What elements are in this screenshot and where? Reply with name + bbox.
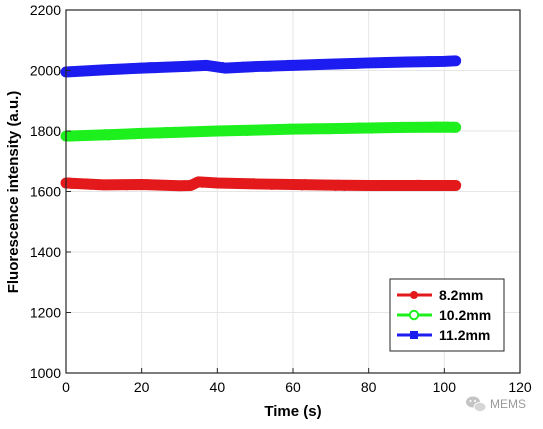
legend-label: 10.2mm (439, 307, 491, 323)
data-point (111, 64, 118, 71)
series-8-2mm (60, 176, 462, 192)
y-tick-label: 2200 (30, 2, 61, 18)
legend-marker (410, 291, 418, 299)
x-axis-title: Time (s) (264, 403, 321, 420)
series-marker-trace (62, 177, 458, 192)
data-point (383, 57, 391, 64)
data-point (425, 56, 433, 64)
series-10-2mm (60, 121, 462, 142)
legend-marker (408, 309, 420, 321)
x-tick-label: 60 (285, 379, 301, 395)
x-tick-label: 20 (134, 379, 150, 395)
y-tick-label: 1000 (30, 365, 61, 381)
legend-item: 11.2mm (397, 327, 490, 343)
legend-item: 10.2mm (397, 307, 491, 323)
x-tick-label: 120 (508, 379, 532, 395)
data-point (195, 64, 203, 72)
data-point (422, 59, 430, 67)
legend-item: 8.2mm (397, 287, 483, 303)
data-point (449, 180, 458, 189)
watermark: MEMS (466, 396, 526, 412)
legend-marker (410, 331, 418, 339)
x-tick-label: 0 (62, 379, 70, 395)
legend-label: 8.2mm (439, 287, 483, 303)
y-tick-label: 1600 (30, 184, 61, 200)
y-axis-title: Fluorescence intensity (a.u.) (5, 91, 22, 294)
data-point (449, 121, 458, 129)
legend-label: 11.2mm (439, 327, 490, 343)
y-tick-label: 1800 (30, 123, 61, 139)
watermark-text: MEMS (490, 397, 526, 411)
data-point (241, 61, 248, 69)
x-tick-label: 100 (433, 379, 457, 395)
legend: 8.2mm 10.2mm 11.2mm (389, 278, 505, 352)
data-point (450, 57, 457, 65)
wechat-icon (466, 396, 487, 412)
x-tick-label: 80 (361, 379, 377, 395)
series-marker-trace (62, 121, 458, 142)
y-tick-label: 1200 (30, 305, 61, 321)
y-tick-label: 1400 (30, 244, 61, 260)
y-tick-label: 2000 (30, 63, 61, 79)
data-point (150, 66, 158, 74)
data-point (325, 62, 333, 70)
data-point (286, 59, 294, 67)
data-point (265, 64, 273, 72)
tick-layer: 0 20 40 60 80 100 120 1000 1200 1400 1600 1800 2000 2… (30, 2, 532, 395)
x-tick-label: 40 (210, 379, 226, 395)
data-point (147, 62, 155, 70)
